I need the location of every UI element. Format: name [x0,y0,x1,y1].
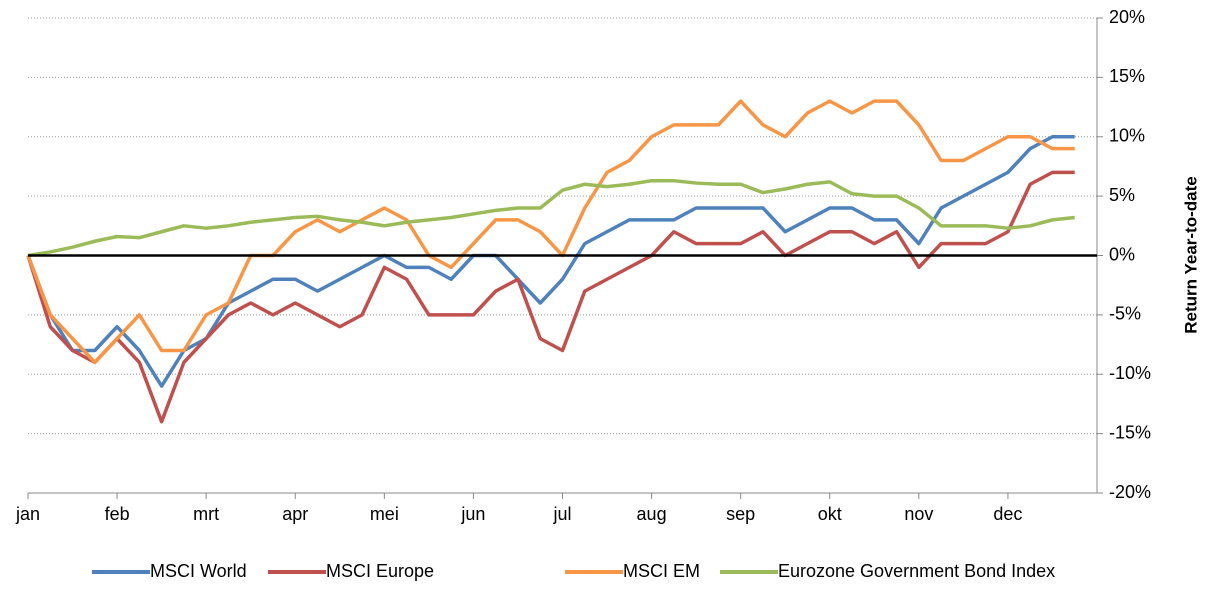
y-tick-label: 0% [1109,244,1135,264]
x-tick-label: mei [370,504,399,524]
y-axis-title: Return Year-to-date [1181,176,1200,333]
x-tick-label: aug [637,504,667,524]
x-tick-label: jan [15,504,40,524]
legend-label: MSCI World [150,561,247,581]
x-tick-label: dec [993,504,1022,524]
y-tick-label: 20% [1109,7,1145,27]
y-tick-label: -10% [1109,363,1151,383]
x-tick-label: jun [460,504,485,524]
y-tick-label: 15% [1109,66,1145,86]
y-tick-label: 5% [1109,185,1135,205]
x-tick-label: jul [552,504,571,524]
line-series [26,170,1075,424]
x-tick-label: feb [105,504,130,524]
line-series [27,178,1075,258]
x-tick-label: sep [726,504,755,524]
x-tick-label: okt [818,504,842,524]
y-tick-label: -20% [1109,482,1151,502]
y-tick-label: -15% [1109,422,1151,442]
x-tick-label: nov [904,504,933,524]
x-tick-label: apr [282,504,308,524]
y-tick-label: 10% [1109,126,1145,146]
legend-label: MSCI Europe [326,561,434,581]
line-series [26,99,1075,365]
y-tick-label: -5% [1109,304,1141,324]
legend-label: Eurozone Government Bond Index [778,561,1055,581]
x-tick-label: mrt [193,504,219,524]
legend-label: MSCI EM [623,561,700,581]
